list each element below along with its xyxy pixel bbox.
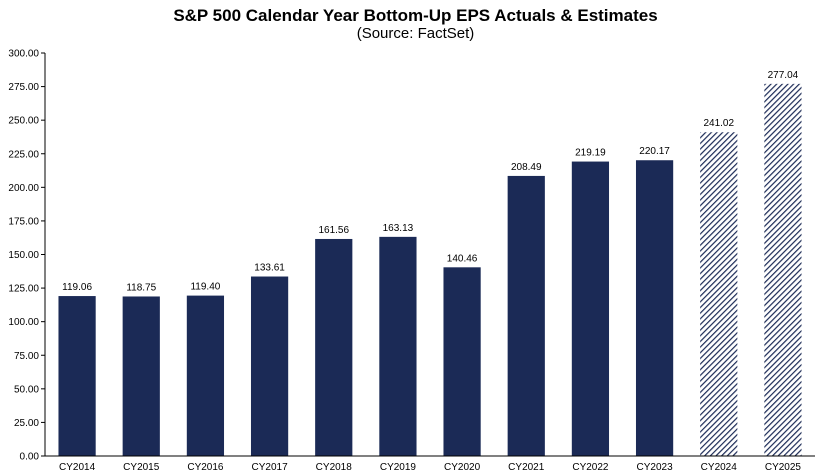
data-label: 118.75 xyxy=(126,282,156,293)
data-label: 208.49 xyxy=(511,162,542,173)
y-tick-label: 300.00 xyxy=(8,49,39,60)
bar-estimate-cy2025 xyxy=(764,83,802,457)
y-tick-label: 175.00 xyxy=(8,216,39,227)
data-label: 133.61 xyxy=(254,263,285,274)
x-tick-label: CY2018 xyxy=(316,462,353,473)
data-label: 163.13 xyxy=(383,223,414,234)
bar-actual-cy2023 xyxy=(635,160,674,457)
x-tick-label: CY2016 xyxy=(187,462,224,473)
x-tick-label: CY2024 xyxy=(701,462,738,473)
y-tick-label: 50.00 xyxy=(14,384,39,395)
bar-actual-cy2019 xyxy=(379,236,417,456)
bar-actual-cy2022 xyxy=(571,161,610,457)
y-tick-label: 250.00 xyxy=(8,116,39,127)
x-tick-label: CY2015 xyxy=(123,462,160,473)
bar-actual-cy2014 xyxy=(58,296,96,456)
y-tick-label: 200.00 xyxy=(8,183,39,194)
data-label: 241.02 xyxy=(703,118,734,129)
y-tick-label: 25.00 xyxy=(14,418,39,429)
bar-estimate-cy2024 xyxy=(700,132,738,456)
data-label: 161.56 xyxy=(318,225,349,236)
data-label: 219.19 xyxy=(575,148,606,159)
bar-actual-cy2017 xyxy=(250,276,289,456)
y-tick-label: 100.00 xyxy=(8,317,39,328)
data-label: 220.17 xyxy=(639,146,670,157)
x-tick-label: CY2023 xyxy=(637,462,674,473)
x-tick-label: CY2014 xyxy=(59,462,96,473)
y-tick-label: 225.00 xyxy=(8,149,39,160)
y-tick-label: 125.00 xyxy=(8,284,39,295)
data-label: 119.06 xyxy=(62,282,92,293)
data-label: 140.46 xyxy=(447,253,478,264)
bar-actual-cy2020 xyxy=(443,267,481,456)
bar-actual-cy2018 xyxy=(315,238,353,456)
y-tick-label: 0.00 xyxy=(20,452,40,463)
data-label: 277.04 xyxy=(768,70,799,81)
y-tick-label: 275.00 xyxy=(8,82,39,93)
chart-subtitle: (Source: FactSet) xyxy=(356,25,475,42)
bar-actual-cy2015 xyxy=(122,296,160,456)
data-label: 119.40 xyxy=(190,282,220,293)
x-tick-label: CY2020 xyxy=(444,462,481,473)
x-tick-label: CY2019 xyxy=(380,462,417,473)
x-tick-label: CY2022 xyxy=(572,462,609,473)
x-tick-label: CY2025 xyxy=(765,462,802,473)
y-tick-label: 75.00 xyxy=(14,351,39,362)
chart-title: S&P 500 Calendar Year Bottom-Up EPS Actu… xyxy=(173,6,658,25)
bar-actual-cy2021 xyxy=(507,175,545,456)
x-tick-label: CY2017 xyxy=(252,462,289,473)
x-tick-label: CY2021 xyxy=(508,462,545,473)
bar-actual-cy2016 xyxy=(186,295,225,456)
y-tick-label: 150.00 xyxy=(8,250,39,261)
